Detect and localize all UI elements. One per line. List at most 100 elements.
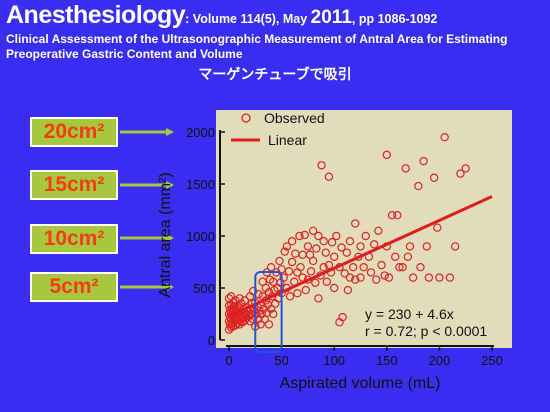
plot-background [216,110,512,348]
data-point [401,164,410,173]
data-point [374,226,383,235]
x-tick-label: 150 [376,353,398,368]
data-point [345,236,355,246]
legend-observed-label: Observed [264,110,325,126]
data-point [393,210,402,220]
data-point [377,260,386,270]
volume-info: : Volume 114(5), May [185,12,311,26]
data-point [414,181,423,191]
data-point [380,271,389,280]
data-point [324,172,334,181]
legend-observed-marker [241,113,251,123]
data-point [280,247,289,256]
japanese-title: マーゲンチューブで吸引 [198,66,352,82]
y-tick-label: 1000 [186,229,215,244]
data-point [433,223,442,232]
data-point [435,273,444,282]
fit-equation: y = 230 + 4.6x [365,306,454,322]
data-point [322,277,332,286]
data-point [235,294,244,303]
data-point [324,260,334,270]
data-point [330,252,339,261]
data-point [321,248,330,257]
data-point [461,164,470,173]
data-point [338,312,347,322]
fit-statistics: r = 0.72; p < 0.0001 [365,323,487,339]
data-point [262,308,272,318]
data-point [327,238,337,247]
data-point [351,219,360,228]
data-point [240,296,249,305]
publication-year: 2011 [310,7,352,28]
data-point [317,161,326,170]
y-tick-label: 500 [193,281,215,296]
data-point [348,263,358,272]
x-tick-label: 50 [274,353,288,368]
page-range: , pp 1086-1092 [351,12,438,26]
data-point [398,263,407,272]
data-point [295,231,304,241]
data-point [293,289,302,298]
data-point [308,226,318,235]
data-point [408,273,418,282]
data-point [340,269,349,278]
area-label-20: 20cm² [30,117,118,147]
x-axis-label: Aspirated volume (mL) [280,375,441,392]
data-point [332,231,341,241]
y-tick-label: 0 [208,333,215,348]
data-point [285,292,295,301]
data-point [361,231,370,241]
area-label-15: 15cm² [30,170,118,200]
data-point [440,132,449,142]
slide-header: Anesthesiology: Volume 114(5), May 2011,… [6,2,546,62]
data-point [266,304,276,313]
y-ticks: 0 500 1000 1500 2000 [186,125,225,348]
data-point [429,173,439,182]
data-point [308,256,318,266]
data-point [277,265,286,274]
data-point [266,263,276,272]
data-point [405,242,415,251]
data-point [387,210,397,220]
data-point [366,268,376,277]
data-point [395,263,404,272]
x-tick-label: 250 [481,353,503,368]
data-point [287,257,297,267]
data-point [422,242,431,251]
data-point [264,320,274,329]
data-point [282,242,292,251]
citation-line: Anesthesiology: Volume 114(5), May 2011,… [6,2,546,32]
data-point [419,156,428,166]
data-point [369,240,379,249]
data-point [356,273,365,282]
data-point [351,275,360,284]
data-point [301,285,310,295]
data-point [372,275,381,284]
data-point [306,267,316,276]
data-point [300,230,309,240]
article-title-line-2: Preoperative Gastric Content and Volume [6,47,243,61]
linear-fit-line [228,195,493,318]
data-point [382,150,391,160]
x-tick-label: 200 [429,353,451,368]
data-point [359,263,368,272]
y-tick-label: 2000 [186,125,215,140]
data-point [279,273,288,282]
data-point [275,256,284,266]
data-point [450,242,460,251]
data-point [268,309,278,319]
data-point [391,252,400,261]
highlight-box [254,271,283,353]
legend-linear-label: Linear [268,132,307,148]
data-point [416,263,425,272]
data-point [337,243,346,252]
data-point [314,294,323,303]
data-point [356,242,365,251]
data-point [330,283,339,293]
x-tick-label: 0 [225,353,232,368]
data-point [311,278,320,287]
data-point [287,236,297,246]
data-point [296,263,305,272]
data-point [284,267,294,276]
